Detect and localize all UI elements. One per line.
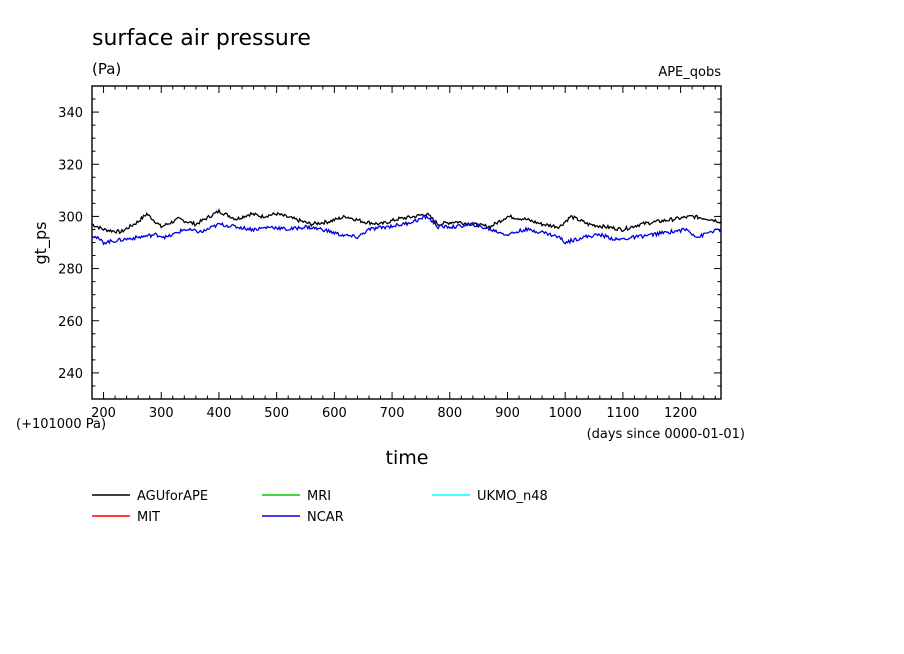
chart-units: (Pa) [92, 60, 121, 78]
x-unit-note: (days since 0000-01-01) [587, 427, 745, 442]
y-tick-label: 260 [58, 315, 83, 330]
x-tick-label: 1000 [549, 406, 582, 421]
legend-label: NCAR [307, 510, 344, 525]
legend-label: MRI [307, 489, 331, 504]
series-line-NCAR [91, 214, 722, 246]
y-offset-note: (+101000 Pa) [16, 417, 106, 432]
x-tick-label: 500 [264, 406, 289, 421]
y-axis-label: gt_ps [31, 222, 51, 265]
x-tick-label: 1200 [664, 406, 697, 421]
y-tick-label: 300 [58, 210, 83, 225]
x-tick-label: 400 [207, 406, 232, 421]
y-tick-label: 340 [58, 106, 83, 121]
x-axis: 200 300 400 500 600 700 800 900 1000 1100 1200 [91, 86, 716, 421]
series-lines [91, 208, 722, 246]
y-axis: 240 260 280 300 320 340 [58, 85, 721, 400]
x-tick-label: 800 [437, 406, 462, 421]
x-tick-label: 900 [495, 406, 520, 421]
x-tick-label: 600 [322, 406, 347, 421]
y-tick-label: 240 [58, 367, 83, 382]
legend-label: MIT [137, 510, 160, 525]
series-line-AGUforAPE [91, 208, 722, 235]
chart-title: surface air pressure [92, 26, 311, 51]
y-tick-label: 280 [58, 263, 83, 278]
x-tick-label: 1100 [606, 406, 639, 421]
plot-frame [91, 85, 722, 400]
x-tick-label: 300 [149, 406, 174, 421]
legend-label: AGUforAPE [137, 489, 208, 504]
y-tick-label: 320 [58, 158, 83, 173]
x-axis-label: time [386, 447, 429, 469]
legend: AGUforAPE MIT MRI NCAR UKMO_n48 [92, 489, 548, 525]
experiment-label: APE_qobs [658, 65, 721, 80]
x-tick-label: 200 [91, 406, 116, 421]
legend-label: UKMO_n48 [477, 489, 548, 504]
x-tick-label: 700 [380, 406, 405, 421]
